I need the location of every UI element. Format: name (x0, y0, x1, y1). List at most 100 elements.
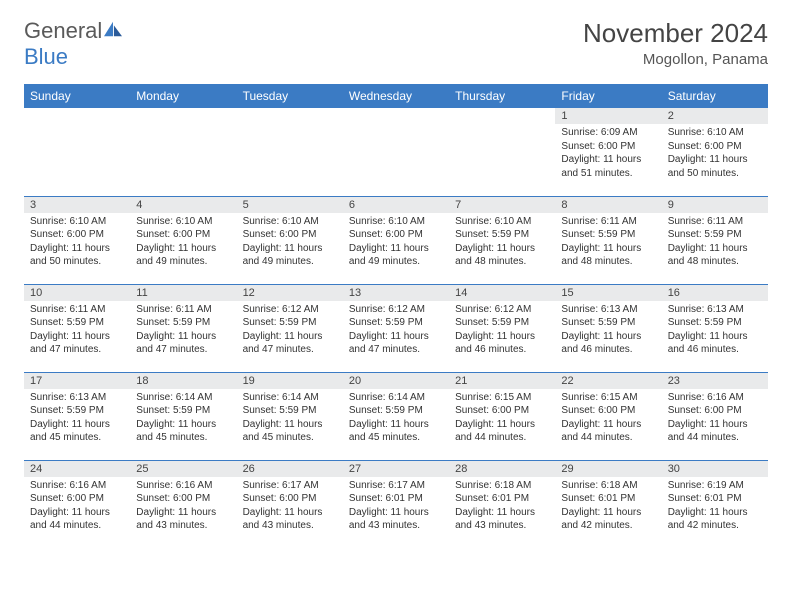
calendar-cell: 29Sunrise: 6:18 AMSunset: 6:01 PMDayligh… (555, 460, 661, 548)
calendar-cell (237, 108, 343, 196)
weekday-header: Thursday (449, 84, 555, 108)
day-content: Sunrise: 6:16 AMSunset: 6:00 PMDaylight:… (130, 477, 236, 537)
day-content: Sunrise: 6:16 AMSunset: 6:00 PMDaylight:… (24, 477, 130, 537)
location: Mogollon, Panama (583, 51, 768, 68)
calendar-cell: 11Sunrise: 6:11 AMSunset: 5:59 PMDayligh… (130, 284, 236, 372)
calendar-cell: 7Sunrise: 6:10 AMSunset: 5:59 PMDaylight… (449, 196, 555, 284)
day-number: 17 (24, 373, 130, 389)
day-content: Sunrise: 6:10 AMSunset: 6:00 PMDaylight:… (237, 213, 343, 273)
calendar-cell: 23Sunrise: 6:16 AMSunset: 6:00 PMDayligh… (662, 372, 768, 460)
day-number: 4 (130, 197, 236, 213)
calendar-row: 1Sunrise: 6:09 AMSunset: 6:00 PMDaylight… (24, 108, 768, 196)
calendar-body: 1Sunrise: 6:09 AMSunset: 6:00 PMDaylight… (24, 108, 768, 548)
day-content: Sunrise: 6:12 AMSunset: 5:59 PMDaylight:… (237, 301, 343, 361)
calendar-cell: 1Sunrise: 6:09 AMSunset: 6:00 PMDaylight… (555, 108, 661, 196)
day-number: 27 (343, 461, 449, 477)
header: General Blue November 2024 Mogollon, Pan… (24, 18, 768, 70)
day-number: 11 (130, 285, 236, 301)
logo-word2: Blue (24, 44, 68, 69)
logo-sail-icon (102, 20, 124, 38)
day-number: 16 (662, 285, 768, 301)
day-number: 3 (24, 197, 130, 213)
day-content: Sunrise: 6:15 AMSunset: 6:00 PMDaylight:… (449, 389, 555, 449)
calendar-cell: 28Sunrise: 6:18 AMSunset: 6:01 PMDayligh… (449, 460, 555, 548)
weekday-header: Sunday (24, 84, 130, 108)
calendar-table: SundayMondayTuesdayWednesdayThursdayFrid… (24, 84, 768, 548)
day-content: Sunrise: 6:13 AMSunset: 5:59 PMDaylight:… (662, 301, 768, 361)
day-number: 28 (449, 461, 555, 477)
day-number: 15 (555, 285, 661, 301)
calendar-cell: 3Sunrise: 6:10 AMSunset: 6:00 PMDaylight… (24, 196, 130, 284)
day-number: 29 (555, 461, 661, 477)
day-number: 22 (555, 373, 661, 389)
day-number: 2 (662, 108, 768, 124)
day-content: Sunrise: 6:13 AMSunset: 5:59 PMDaylight:… (555, 301, 661, 361)
calendar-cell: 20Sunrise: 6:14 AMSunset: 5:59 PMDayligh… (343, 372, 449, 460)
calendar-row: 24Sunrise: 6:16 AMSunset: 6:00 PMDayligh… (24, 460, 768, 548)
day-number: 26 (237, 461, 343, 477)
day-number: 20 (343, 373, 449, 389)
day-number: 30 (662, 461, 768, 477)
calendar-cell: 13Sunrise: 6:12 AMSunset: 5:59 PMDayligh… (343, 284, 449, 372)
day-content: Sunrise: 6:19 AMSunset: 6:01 PMDaylight:… (662, 477, 768, 537)
day-content: Sunrise: 6:18 AMSunset: 6:01 PMDaylight:… (555, 477, 661, 537)
day-content: Sunrise: 6:12 AMSunset: 5:59 PMDaylight:… (343, 301, 449, 361)
calendar-cell (24, 108, 130, 196)
day-number: 25 (130, 461, 236, 477)
day-content: Sunrise: 6:11 AMSunset: 5:59 PMDaylight:… (662, 213, 768, 273)
calendar-head: SundayMondayTuesdayWednesdayThursdayFrid… (24, 84, 768, 108)
calendar-cell: 30Sunrise: 6:19 AMSunset: 6:01 PMDayligh… (662, 460, 768, 548)
calendar-cell: 15Sunrise: 6:13 AMSunset: 5:59 PMDayligh… (555, 284, 661, 372)
calendar-cell: 8Sunrise: 6:11 AMSunset: 5:59 PMDaylight… (555, 196, 661, 284)
logo-text: General Blue (24, 18, 124, 70)
day-number: 5 (237, 197, 343, 213)
day-content: Sunrise: 6:14 AMSunset: 5:59 PMDaylight:… (343, 389, 449, 449)
day-content: Sunrise: 6:17 AMSunset: 6:00 PMDaylight:… (237, 477, 343, 537)
calendar-cell: 10Sunrise: 6:11 AMSunset: 5:59 PMDayligh… (24, 284, 130, 372)
day-content: Sunrise: 6:13 AMSunset: 5:59 PMDaylight:… (24, 389, 130, 449)
day-number: 13 (343, 285, 449, 301)
calendar-row: 17Sunrise: 6:13 AMSunset: 5:59 PMDayligh… (24, 372, 768, 460)
day-content: Sunrise: 6:11 AMSunset: 5:59 PMDaylight:… (24, 301, 130, 361)
calendar-cell: 25Sunrise: 6:16 AMSunset: 6:00 PMDayligh… (130, 460, 236, 548)
calendar-cell: 22Sunrise: 6:15 AMSunset: 6:00 PMDayligh… (555, 372, 661, 460)
day-number: 7 (449, 197, 555, 213)
calendar-cell: 17Sunrise: 6:13 AMSunset: 5:59 PMDayligh… (24, 372, 130, 460)
calendar-cell (449, 108, 555, 196)
day-content: Sunrise: 6:10 AMSunset: 6:00 PMDaylight:… (662, 124, 768, 184)
day-content: Sunrise: 6:18 AMSunset: 6:01 PMDaylight:… (449, 477, 555, 537)
day-content: Sunrise: 6:16 AMSunset: 6:00 PMDaylight:… (662, 389, 768, 449)
day-content: Sunrise: 6:17 AMSunset: 6:01 PMDaylight:… (343, 477, 449, 537)
weekday-header: Tuesday (237, 84, 343, 108)
day-number: 21 (449, 373, 555, 389)
calendar-cell: 21Sunrise: 6:15 AMSunset: 6:00 PMDayligh… (449, 372, 555, 460)
day-content: Sunrise: 6:11 AMSunset: 5:59 PMDaylight:… (130, 301, 236, 361)
day-content: Sunrise: 6:10 AMSunset: 6:00 PMDaylight:… (24, 213, 130, 273)
day-number: 10 (24, 285, 130, 301)
logo: General Blue (24, 18, 124, 70)
day-content: Sunrise: 6:14 AMSunset: 5:59 PMDaylight:… (130, 389, 236, 449)
weekday-header: Friday (555, 84, 661, 108)
day-content: Sunrise: 6:10 AMSunset: 5:59 PMDaylight:… (449, 213, 555, 273)
day-number: 14 (449, 285, 555, 301)
logo-word1: General (24, 18, 102, 43)
day-number: 1 (555, 108, 661, 124)
day-number: 19 (237, 373, 343, 389)
day-number: 9 (662, 197, 768, 213)
month-title: November 2024 (583, 18, 768, 49)
day-content: Sunrise: 6:12 AMSunset: 5:59 PMDaylight:… (449, 301, 555, 361)
day-content: Sunrise: 6:15 AMSunset: 6:00 PMDaylight:… (555, 389, 661, 449)
calendar-cell: 16Sunrise: 6:13 AMSunset: 5:59 PMDayligh… (662, 284, 768, 372)
weekday-header: Monday (130, 84, 236, 108)
calendar-cell: 6Sunrise: 6:10 AMSunset: 6:00 PMDaylight… (343, 196, 449, 284)
day-content: Sunrise: 6:10 AMSunset: 6:00 PMDaylight:… (343, 213, 449, 273)
weekday-header: Wednesday (343, 84, 449, 108)
weekday-header: Saturday (662, 84, 768, 108)
calendar-cell: 5Sunrise: 6:10 AMSunset: 6:00 PMDaylight… (237, 196, 343, 284)
day-number: 8 (555, 197, 661, 213)
calendar-cell: 26Sunrise: 6:17 AMSunset: 6:00 PMDayligh… (237, 460, 343, 548)
day-content: Sunrise: 6:14 AMSunset: 5:59 PMDaylight:… (237, 389, 343, 449)
day-content: Sunrise: 6:11 AMSunset: 5:59 PMDaylight:… (555, 213, 661, 273)
calendar-cell: 4Sunrise: 6:10 AMSunset: 6:00 PMDaylight… (130, 196, 236, 284)
calendar-row: 10Sunrise: 6:11 AMSunset: 5:59 PMDayligh… (24, 284, 768, 372)
